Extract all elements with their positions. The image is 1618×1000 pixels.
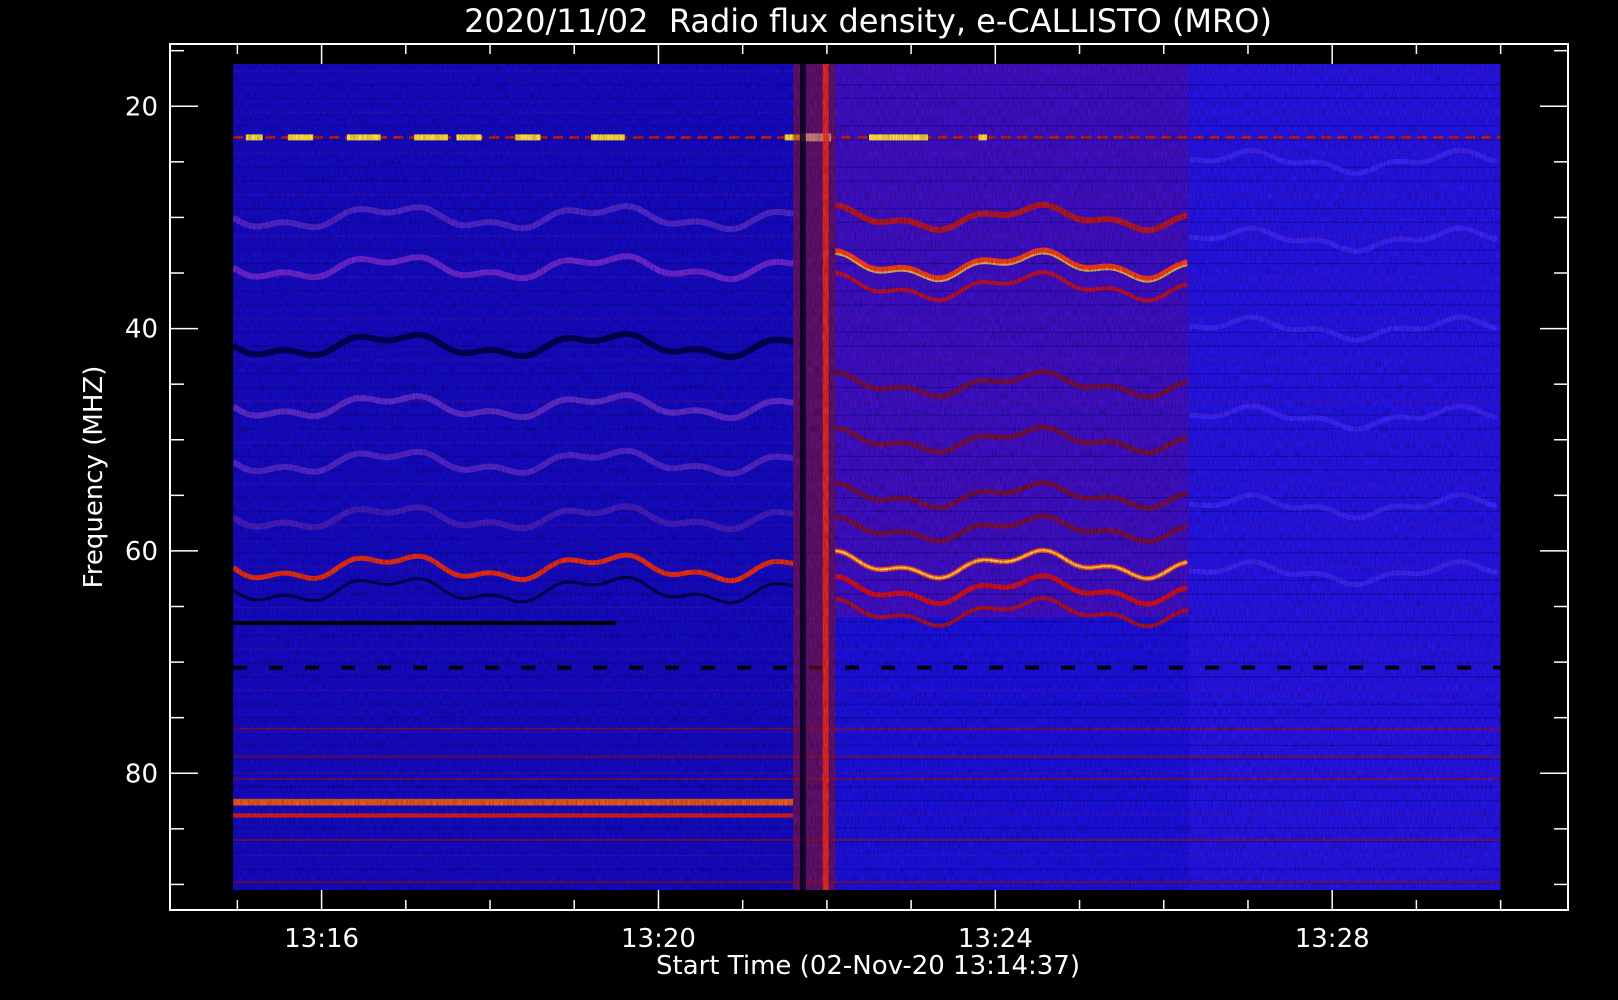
axis-ticks — [170, 44, 1568, 910]
x-tick-label: 13:24 — [958, 924, 1033, 954]
x-tick-label: 13:16 — [284, 924, 359, 954]
plot-frame — [169, 43, 1569, 911]
x-tick-label: 13:20 — [621, 924, 696, 954]
y-tick-label: 40 — [125, 315, 158, 345]
noise-texture — [233, 64, 1501, 890]
y-tick-label: 80 — [125, 759, 158, 789]
chart-title: 2020/11/02 Radio flux density, e-CALLIST… — [464, 2, 1272, 40]
x-tick-label: 13:28 — [1295, 924, 1370, 954]
y-axis-title: Frequency (MHZ) — [79, 366, 109, 589]
y-tick-label: 60 — [125, 537, 158, 567]
axis-tick-labels: 13:16 13:20 13:24 13:28 20 40 60 80 — [125, 92, 1370, 954]
x-axis-title: Start Time (02-Nov-20 13:14:37) — [656, 951, 1080, 981]
spectrogram-image — [233, 64, 1501, 890]
y-tick-label: 20 — [125, 92, 158, 122]
